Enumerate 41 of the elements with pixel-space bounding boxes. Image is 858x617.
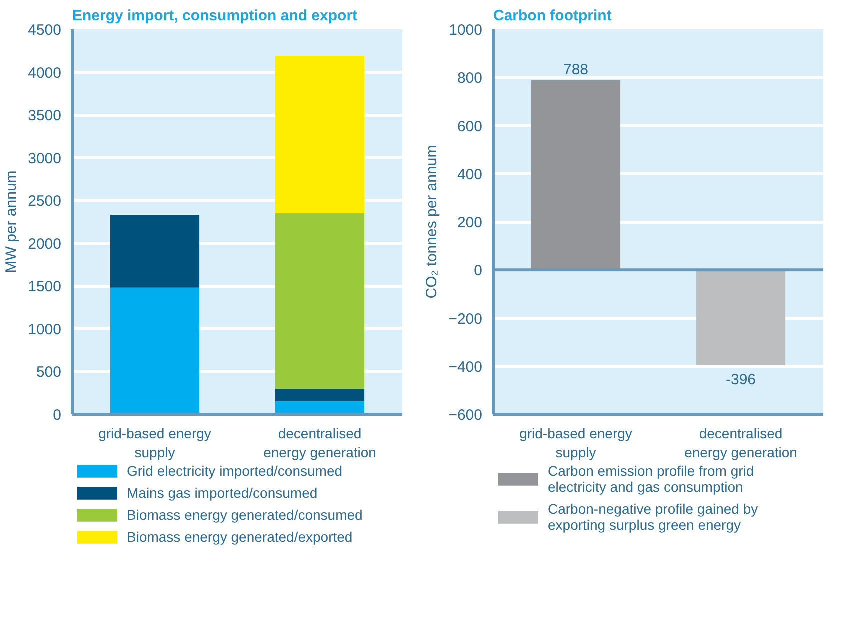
bar [275, 402, 365, 414]
legend-label: Carbon emission profile from grid electricity and gas consumption [548, 463, 754, 495]
legend-label: Biomass energy generated/consumed [127, 507, 363, 523]
legend-label: Biomass energy generated/exported [127, 529, 353, 545]
y-tick-label: 500 [36, 364, 62, 382]
chart-title: Carbon footprint [494, 8, 612, 24]
y-tick-label: 1000 [449, 22, 483, 39]
y-tick-label: 4000 [28, 64, 62, 82]
y-tick-label: −400 [448, 358, 483, 376]
bar [275, 388, 365, 402]
y-tick-label: 2500 [28, 193, 62, 210]
y-tick-label: −200 [448, 310, 483, 328]
y-tick-label: 0 [474, 262, 482, 280]
y-tick-label: 800 [457, 70, 483, 88]
y-tick-label: 200 [457, 214, 483, 232]
y-tick-label: 1000 [28, 321, 62, 338]
y-tick-label: −600 [448, 407, 483, 424]
bar [275, 56, 365, 214]
y-tick-label: 600 [457, 118, 483, 136]
legend-label: Mains gas imported/consumed [127, 485, 318, 501]
y-tick-label: 3500 [28, 108, 62, 125]
y-axis-title: MW per annum [3, 170, 20, 274]
legend-label: Grid electricity imported/consumed [127, 463, 343, 479]
x-tick-label: decentralised energy generation [684, 426, 798, 461]
y-tick-label: 4500 [28, 22, 62, 39]
bar [275, 213, 365, 389]
y-tick-label: 400 [457, 166, 483, 184]
bar [110, 215, 200, 288]
data-label: -396 [726, 371, 756, 388]
x-tick-label: grid-based energy supply [98, 426, 212, 461]
y-tick-label: 3000 [28, 150, 62, 168]
bar [110, 288, 200, 414]
y-tick-label: 0 [53, 407, 62, 424]
x-tick-label: grid-based energy supply [520, 426, 632, 461]
legend-label: Carbon-negative profile gained by exporting surplus green energy [548, 501, 758, 533]
y-axis-title: CO₂ tonnes per annum [424, 145, 441, 299]
y-tick-label: 2000 [28, 236, 62, 253]
chart-title: Energy import, consumption and export [72, 8, 358, 24]
data-label: 788 [563, 62, 589, 79]
x-tick-label: decentralised energy generation [264, 426, 376, 461]
y-tick-label: 1500 [28, 278, 62, 296]
